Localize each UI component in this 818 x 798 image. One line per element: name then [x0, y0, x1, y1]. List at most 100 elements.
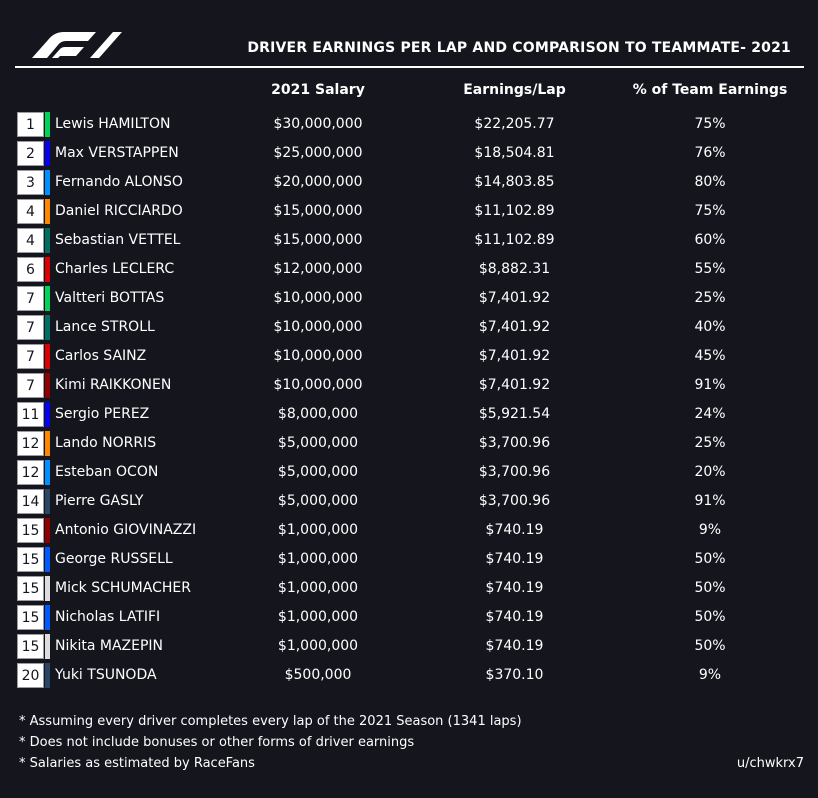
driver-name: Yuki TSUNODA — [55, 667, 157, 683]
table-row: 15 Nicholas LATIFI $1,000,000 $740.19 50% — [0, 603, 818, 632]
salary-cell: $20,000,000 — [273, 174, 363, 190]
table-row: 12 Esteban OCON $5,000,000 $3,700.96 20% — [0, 458, 818, 487]
driver-name: Carlos SAINZ — [55, 348, 147, 364]
position-badge: 12 — [17, 431, 44, 456]
team-color-bar — [45, 344, 50, 369]
earnings-per-lap-cell: $740.19 — [485, 551, 544, 567]
position-badge: 7 — [17, 315, 44, 340]
team-earnings-pct-cell: 60% — [694, 232, 726, 248]
salary-cell: $25,000,000 — [273, 145, 363, 161]
position-badge: 20 — [17, 663, 44, 688]
author-credit: u/chwkrx7 — [736, 756, 804, 771]
table-row: 15 George RUSSELL $1,000,000 $740.19 50% — [0, 545, 818, 574]
team-color-bar — [45, 199, 50, 224]
team-color-bar — [45, 431, 50, 456]
team-color-bar — [45, 286, 50, 311]
salary-cell: $10,000,000 — [273, 348, 363, 364]
table-row: 15 Nikita MAZEPIN $1,000,000 $740.19 50% — [0, 632, 818, 661]
driver-name: Valtteri BOTTAS — [55, 290, 165, 306]
team-earnings-pct-cell: 9% — [698, 667, 722, 683]
footnote-source: * Salaries as estimated by RaceFans — [19, 756, 255, 771]
team-color-bar — [45, 373, 50, 398]
position-badge: 15 — [17, 634, 44, 659]
page-title: DRIVER EARNINGS PER LAP AND COMPARISON T… — [247, 40, 791, 56]
salary-cell: $5,000,000 — [277, 493, 359, 509]
team-color-bar — [45, 547, 50, 572]
team-color-bar — [45, 141, 50, 166]
salary-cell: $10,000,000 — [273, 377, 363, 393]
team-color-bar — [45, 402, 50, 427]
header-divider — [15, 66, 804, 68]
earnings-per-lap-cell: $18,504.81 — [474, 145, 555, 161]
driver-name: Lando NORRIS — [55, 435, 157, 451]
team-earnings-pct-cell: 80% — [694, 174, 726, 190]
team-earnings-pct-cell: 50% — [694, 580, 726, 596]
driver-name: Daniel RICCIARDO — [55, 203, 183, 219]
position-badge: 6 — [17, 257, 44, 282]
driver-name: Lewis HAMILTON — [55, 116, 171, 132]
salary-cell: $15,000,000 — [273, 203, 363, 219]
team-earnings-pct-cell: 55% — [694, 261, 726, 277]
driver-name: Sebastian VETTEL — [55, 232, 181, 248]
driver-name: Lance STROLL — [55, 319, 155, 335]
team-earnings-pct-cell: 50% — [694, 638, 726, 654]
salary-cell: $1,000,000 — [277, 551, 359, 567]
driver-name: Nikita MAZEPIN — [55, 638, 164, 654]
position-badge: 15 — [17, 576, 44, 601]
position-badge: 11 — [17, 402, 44, 427]
table-row: 11 Sergio PEREZ $8,000,000 $5,921.54 24% — [0, 400, 818, 429]
team-color-bar — [45, 315, 50, 340]
driver-name: Kimi RAIKKONEN — [55, 377, 172, 393]
earnings-per-lap-cell: $3,700.96 — [478, 464, 551, 480]
position-badge: 1 — [17, 112, 44, 137]
earnings-per-lap-cell: $3,700.96 — [478, 493, 551, 509]
driver-name: Fernando ALONSO — [55, 174, 183, 190]
table-row: 7 Valtteri BOTTAS $10,000,000 $7,401.92 25% — [0, 284, 818, 313]
driver-name: Mick SCHUMACHER — [55, 580, 191, 596]
team-color-bar — [45, 518, 50, 543]
earnings-per-lap-cell: $22,205.77 — [474, 116, 555, 132]
team-earnings-pct-cell: 9% — [698, 522, 722, 538]
table-row: 3 Fernando ALONSO $20,000,000 $14,803.85 80% — [0, 168, 818, 197]
position-badge: 7 — [17, 286, 44, 311]
driver-name: Esteban OCON — [55, 464, 159, 480]
table-row: 7 Kimi RAIKKONEN $10,000,000 $7,401.92 91% — [0, 371, 818, 400]
table-row: 7 Carlos SAINZ $10,000,000 $7,401.92 45% — [0, 342, 818, 371]
team-earnings-pct-cell: 25% — [694, 435, 726, 451]
footnote-bonuses: * Does not include bonuses or other form… — [19, 735, 415, 750]
footnote-laps: * Assuming every driver completes every … — [19, 714, 522, 729]
earnings-per-lap-cell: $740.19 — [485, 522, 544, 538]
salary-cell: $5,000,000 — [277, 464, 359, 480]
team-color-bar — [45, 605, 50, 630]
team-color-bar — [45, 170, 50, 195]
team-color-bar — [45, 634, 50, 659]
salary-cell: $30,000,000 — [273, 116, 363, 132]
salary-cell: $1,000,000 — [277, 580, 359, 596]
driver-name: Pierre GASLY — [55, 493, 144, 509]
salary-cell: $8,000,000 — [277, 406, 359, 422]
salary-cell: $15,000,000 — [273, 232, 363, 248]
position-badge: 2 — [17, 141, 44, 166]
earnings-per-lap-cell: $8,882.31 — [478, 261, 551, 277]
earnings-per-lap-cell: $740.19 — [485, 580, 544, 596]
position-badge: 14 — [17, 489, 44, 514]
driver-name: Max VERSTAPPEN — [55, 145, 179, 161]
team-earnings-pct-cell: 24% — [694, 406, 726, 422]
position-badge: 7 — [17, 344, 44, 369]
team-earnings-pct-cell: 76% — [694, 145, 726, 161]
column-header-earnings-per-lap: Earnings/Lap — [463, 82, 566, 98]
salary-cell: $1,000,000 — [277, 609, 359, 625]
position-badge: 15 — [17, 518, 44, 543]
team-color-bar — [45, 460, 50, 485]
table-row: 15 Mick SCHUMACHER $1,000,000 $740.19 50% — [0, 574, 818, 603]
driver-name: George RUSSELL — [55, 551, 173, 567]
team-earnings-pct-cell: 75% — [694, 116, 726, 132]
table-row: 15 Antonio GIOVINAZZI $1,000,000 $740.19 9% — [0, 516, 818, 545]
earnings-per-lap-cell: $7,401.92 — [478, 348, 551, 364]
position-badge: 7 — [17, 373, 44, 398]
team-earnings-pct-cell: 40% — [694, 319, 726, 335]
column-header-salary: 2021 Salary — [271, 82, 365, 98]
table-row: 14 Pierre GASLY $5,000,000 $3,700.96 91% — [0, 487, 818, 516]
team-color-bar — [45, 112, 50, 137]
salary-cell: $1,000,000 — [277, 522, 359, 538]
